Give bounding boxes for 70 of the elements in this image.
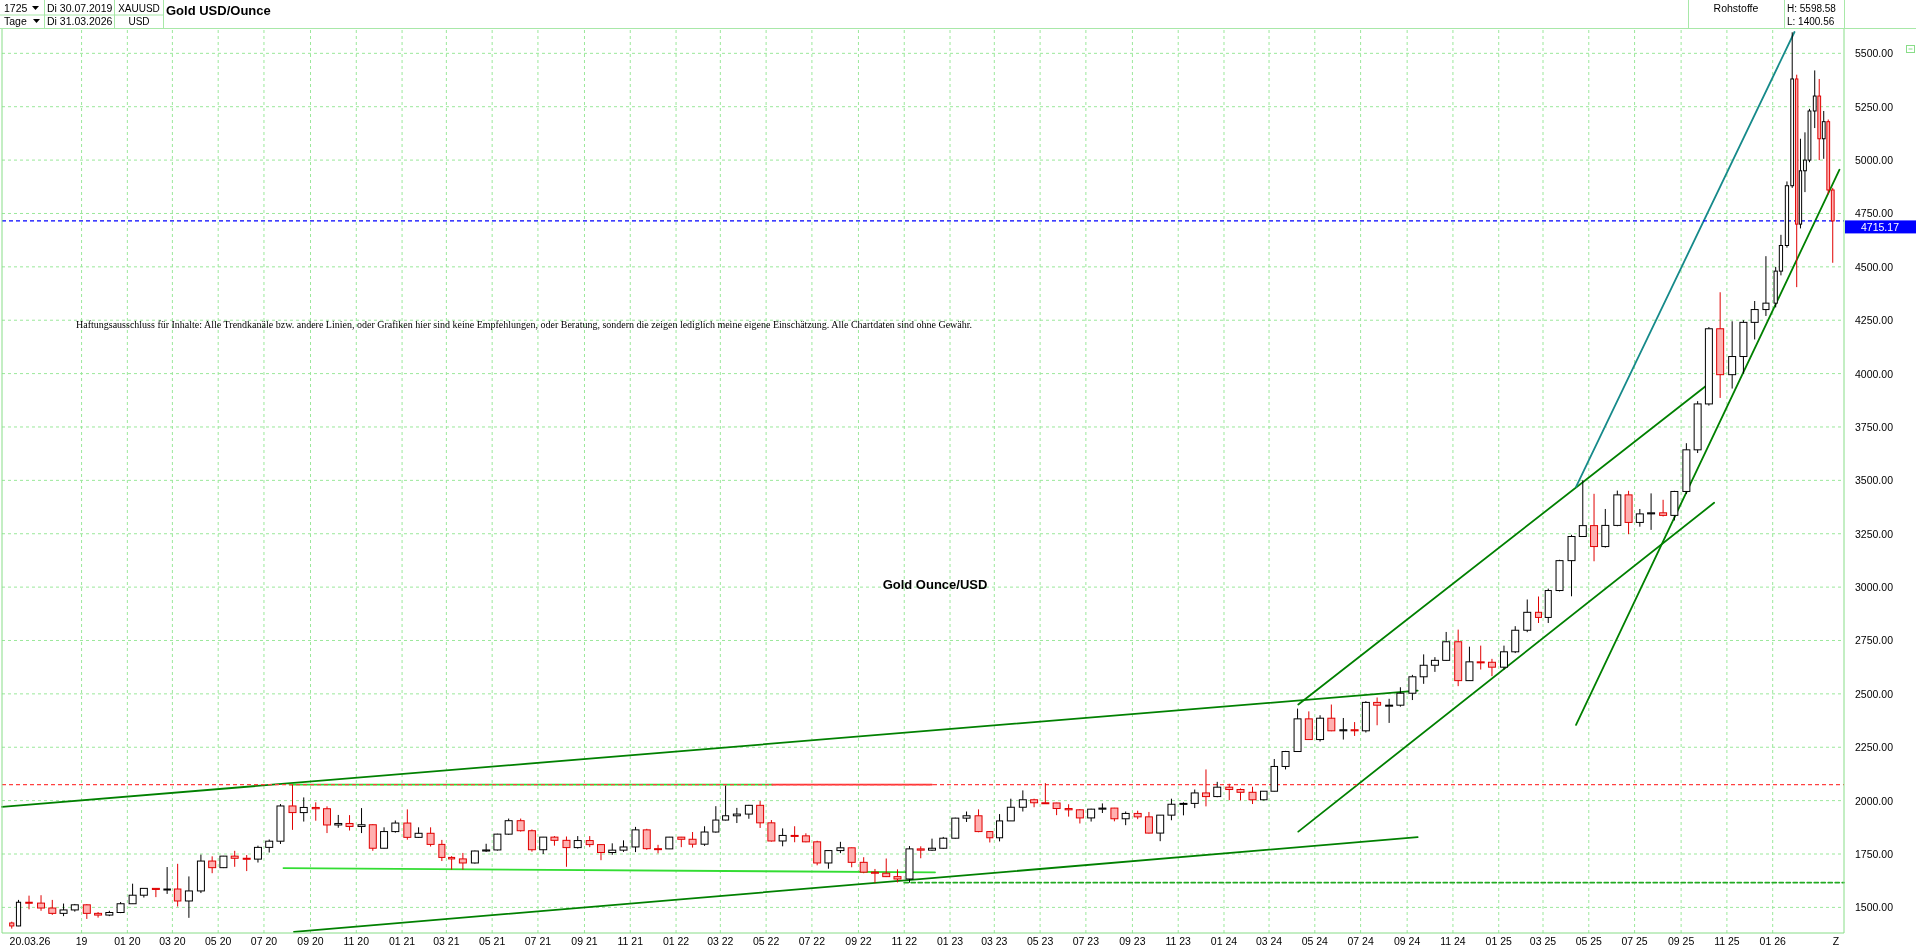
x-tick-label: 07 23	[1072, 935, 1100, 947]
y-tick-label: 2000.00	[1855, 794, 1894, 807]
x-tick-label: 03 23	[981, 935, 1008, 947]
x-tick-label: 11 22	[891, 935, 918, 947]
x-tick-label: 07 24	[1347, 935, 1374, 947]
x-tick-label: 01 21	[388, 935, 416, 947]
text: 20.03.26	[9, 935, 51, 947]
y-tick-label: 4500.00	[1855, 260, 1894, 273]
x-tick-label: 11 24	[1440, 935, 1466, 947]
y-tick-label: 1500.00	[1855, 901, 1894, 914]
y-tick-label: 5250.00	[1855, 100, 1894, 113]
x-tick-label: 01 22	[662, 935, 690, 947]
text: Rohstoffe	[1713, 2, 1759, 14]
text: XAUUSD	[118, 3, 160, 14]
y-tick-label: 1750.00	[1855, 848, 1894, 860]
x-tick-label: 03 20	[159, 935, 186, 947]
y-tick-label: 4000.00	[1855, 367, 1894, 380]
x-tick-label: 03 24	[1255, 935, 1283, 947]
text: Tage	[4, 15, 27, 27]
text: Z	[1832, 935, 1840, 947]
y-tick-label: 3000.00	[1855, 581, 1894, 594]
x-tick-label: 05 24	[1301, 935, 1329, 947]
x-tick-label: 01 24	[1210, 935, 1238, 947]
annotation: Gold Ounce/USD	[882, 577, 988, 592]
x-tick-label: 09 24	[1394, 935, 1421, 947]
x-tick-label: 01 23	[936, 935, 964, 947]
y-tick-label: 4250.00	[1855, 314, 1894, 327]
x-tick-label: 09 20	[297, 935, 324, 947]
x-tick-label: 07 25	[1621, 935, 1648, 947]
x-tick-label: 01 20	[114, 935, 141, 947]
y-tick-label: 4750.00	[1855, 207, 1894, 220]
x-tick-label: 05 22	[752, 935, 780, 947]
chart-title: Gold USD/Ounce	[166, 3, 271, 18]
x-tick-label: 09 21	[571, 935, 598, 947]
x-tick-label: 05 20	[205, 935, 232, 947]
x-tick-label: 01 26	[1759, 935, 1786, 947]
x-tick-label: 07 21	[524, 935, 552, 947]
x-tick-label: 05 25	[1575, 935, 1603, 947]
x-tick-label: 03 22	[707, 935, 734, 947]
x-tick-label: 09 22	[845, 935, 872, 947]
text: H: 5598.58	[1787, 3, 1837, 14]
y-tick-label: 5000.00	[1855, 154, 1894, 167]
x-tick-label: 09 25	[1667, 935, 1695, 947]
x-tick-label: 03 25	[1529, 935, 1557, 947]
y-tick-label: 3500.00	[1855, 474, 1894, 487]
y-tick-label: 3250.00	[1855, 527, 1894, 540]
text: USD	[128, 16, 150, 27]
x-tick-label: 03 21	[433, 935, 460, 947]
x-tick-label: 05 21	[479, 935, 506, 947]
y-tick-label: 2250.00	[1855, 741, 1894, 754]
text: Di 31.03.2026	[47, 15, 113, 27]
x-tick-label: 11 25	[1714, 935, 1740, 947]
x-tick-label: 09 23	[1119, 935, 1146, 947]
y-tick-label: 5500.00	[1855, 47, 1894, 60]
y-tick-label: 2750.00	[1855, 634, 1894, 647]
x-tick-label: 05 23	[1026, 935, 1054, 947]
text: 1725	[4, 2, 28, 14]
x-tick-label: 11 21	[617, 935, 644, 947]
x-tick-label: 11 20	[343, 935, 370, 947]
text: Di 30.07.2019	[47, 2, 113, 14]
annotation: Haftungsausschluss für Inhalte: Alle Trendkanäle bzw. andere Linien, oder Grafiken hier sind keine Empfehlungen, oder Beratung, sondern die zeigen lediglich meine eigene Einschätzung. Alle Chartdaten sind ohne Gewähr.	[76, 319, 973, 330]
x-tick-label: 07 22	[798, 935, 826, 947]
x-tick-label: 01 25	[1485, 935, 1513, 947]
x-tick-label: 11 23	[1165, 935, 1192, 947]
text: L: 1400.56	[1787, 16, 1835, 27]
y-tick-label: 2500.00	[1855, 687, 1894, 700]
x-tick-label: 07 20	[250, 935, 278, 947]
y-tick-label: 3750.00	[1855, 420, 1894, 433]
ref-line-label: 4715.17	[1861, 220, 1900, 233]
x-tick-label: 19	[75, 935, 88, 947]
